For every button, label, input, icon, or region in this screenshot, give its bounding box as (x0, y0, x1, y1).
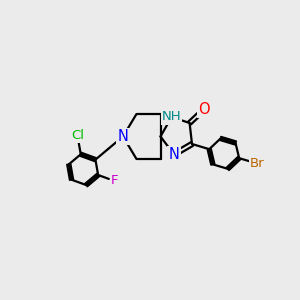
Text: NH: NH (162, 110, 182, 124)
Text: Br: Br (250, 157, 265, 170)
Text: N: N (169, 147, 179, 162)
Text: F: F (111, 175, 118, 188)
Text: Cl: Cl (71, 129, 84, 142)
Text: O: O (198, 102, 210, 117)
Text: N: N (118, 129, 128, 144)
